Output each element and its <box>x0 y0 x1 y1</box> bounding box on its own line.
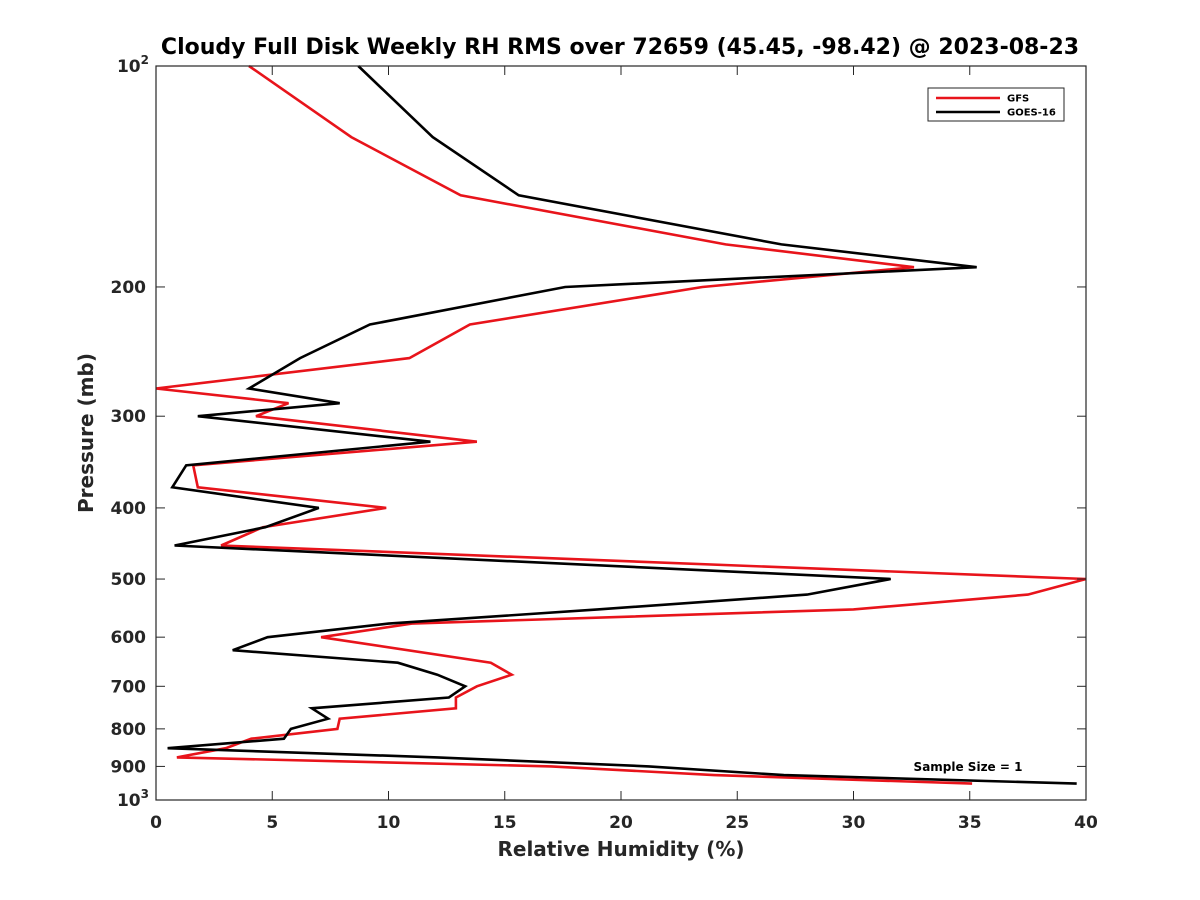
x-tick-label: 35 <box>958 813 982 833</box>
chart-title: Cloudy Full Disk Weekly RH RMS over 7265… <box>161 35 1079 60</box>
x-axis-ticks: 0 5 10 15 20 25 30 35 40 <box>150 66 1098 833</box>
legend-label-gfs: GFS <box>1007 94 1029 105</box>
y-tick-label: 800 <box>111 720 147 740</box>
series-line-gfs <box>155 64 1087 785</box>
legend-label-goes-16: GOES-16 <box>1007 108 1056 119</box>
y-tick-label: 200 <box>111 278 147 298</box>
y-tick-label: 900 <box>111 757 147 777</box>
x-axis-label: Relative Humidity (%) <box>497 837 744 861</box>
x-tick-label: 0 <box>150 813 162 833</box>
y-tick-label: 500 <box>111 570 147 590</box>
y-tick-label: 300 <box>111 407 147 427</box>
y-axis-label: Pressure (mb) <box>74 353 98 513</box>
y-tick-label: 600 <box>111 628 147 648</box>
x-tick-label: 25 <box>725 813 749 833</box>
y-tick-label: 700 <box>111 677 147 697</box>
plot-frame <box>155 65 1087 801</box>
plot-lines <box>155 64 1087 785</box>
y-axis-ticks: 102 200 300 400 500 600 700 800 900 103 <box>111 53 1086 811</box>
y-tick-label: 102 <box>117 53 149 77</box>
sample-size-annotation: Sample Size = 1 <box>914 760 1023 774</box>
x-tick-label: 20 <box>609 813 633 833</box>
x-tick-label: 10 <box>377 813 401 833</box>
legend-entries: GFS GOES-16 <box>936 94 1056 119</box>
y-tick-label: 103 <box>117 787 149 811</box>
x-tick-label: 5 <box>266 813 278 833</box>
series-line-goes-16 <box>167 65 1077 785</box>
y-tick-label: 400 <box>111 499 147 519</box>
x-tick-label: 15 <box>493 813 517 833</box>
legend-box <box>927 87 1065 122</box>
x-tick-label: 40 <box>1074 813 1098 833</box>
x-tick-label: 30 <box>842 813 866 833</box>
legend: GFS GOES-16 <box>927 87 1065 122</box>
